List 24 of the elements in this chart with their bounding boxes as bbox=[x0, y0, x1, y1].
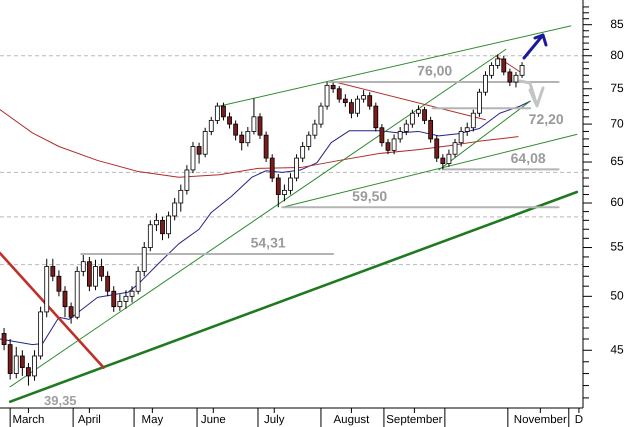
annotation: 72,20 bbox=[528, 110, 564, 127]
y-tick-label: 65 bbox=[610, 154, 624, 168]
x-tick-label: July bbox=[264, 414, 285, 426]
annotation: 39,35 bbox=[44, 393, 77, 408]
y-tick-label: 60 bbox=[610, 195, 624, 210]
x-tick-label: June bbox=[200, 414, 226, 426]
y-tick-label: 70 bbox=[610, 116, 624, 130]
x-tick-label: August bbox=[334, 414, 370, 426]
x-tick-label: September bbox=[386, 414, 443, 426]
x-tick-label: March bbox=[12, 414, 44, 426]
annotation: 54,31 bbox=[250, 234, 286, 251]
x-tick-label: D bbox=[574, 414, 584, 426]
y-tick-label: 45 bbox=[610, 342, 624, 356]
y-tick-label: 75 bbox=[610, 80, 624, 95]
y-tick-label: 85 bbox=[610, 16, 624, 31]
annotation: 76,00 bbox=[417, 62, 452, 79]
y-tick-label: 80 bbox=[610, 48, 624, 62]
y-tick-label: 50 bbox=[610, 288, 624, 302]
x-tick-label: May bbox=[141, 414, 164, 426]
y-tick-label: 55 bbox=[610, 240, 624, 254]
annotation: 64,08 bbox=[510, 150, 546, 166]
x-tick-label: November bbox=[514, 414, 568, 426]
annotation: 59,50 bbox=[352, 188, 388, 204]
x-tick-label: April bbox=[78, 414, 101, 426]
